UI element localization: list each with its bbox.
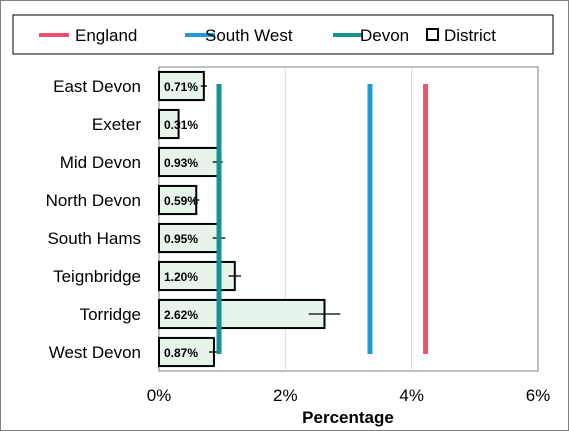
legend-label: England — [75, 26, 137, 45]
legend-swatch-district — [426, 28, 439, 41]
data-label: 0.31% — [164, 118, 198, 132]
category-label: North Devon — [46, 191, 141, 210]
category-label: West Devon — [49, 343, 141, 362]
data-label: 1.20% — [164, 270, 198, 284]
legend-label: District — [444, 26, 496, 45]
data-label: 0.87% — [164, 346, 198, 360]
data-label: 0.59% — [164, 194, 198, 208]
x-tick-label: 4% — [399, 386, 424, 405]
x-axis-title: Percentage — [302, 408, 394, 427]
bar — [158, 336, 215, 368]
category-label: Exeter — [92, 115, 141, 134]
category-label: Mid Devon — [60, 153, 141, 172]
bar — [158, 222, 221, 254]
legend-box — [12, 14, 554, 55]
data-label: 0.71% — [164, 80, 198, 94]
x-tick-label: 0% — [147, 386, 172, 405]
data-label: 0.95% — [164, 232, 198, 246]
x-tick-label: 6% — [526, 386, 551, 405]
category-label: Teignbridge — [53, 267, 141, 286]
legend-label: South West — [205, 26, 293, 45]
category-label: East Devon — [53, 77, 141, 96]
legend-label: Devon — [360, 26, 409, 45]
data-label: 2.62% — [164, 308, 198, 322]
data-label: 0.93% — [164, 156, 198, 170]
x-tick-label: 2% — [273, 386, 298, 405]
category-label: Torridge — [80, 305, 141, 324]
category-label: South Hams — [47, 229, 141, 248]
bar — [158, 260, 236, 292]
bar — [158, 146, 219, 178]
